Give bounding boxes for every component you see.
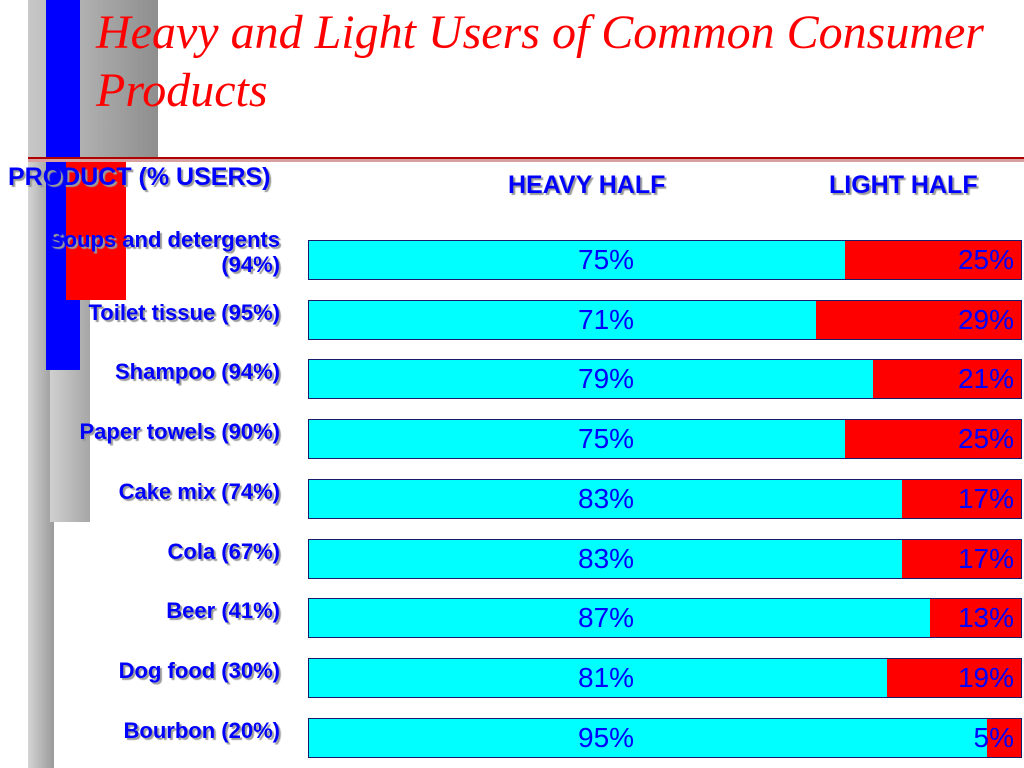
heavy-value-label: 95% (578, 722, 635, 753)
heavy-value-label: 81% (578, 662, 635, 693)
bar-row (308, 300, 1022, 340)
bar-row (308, 419, 1022, 459)
light-half-bar (873, 360, 1021, 398)
slide-title: Heavy and Light Users of Common Consumer… (96, 6, 984, 117)
bar-row (308, 539, 1022, 579)
heavy-half-bar (309, 480, 902, 518)
light-value-label: 17% (957, 543, 1014, 574)
light-value-label: 29% (957, 304, 1014, 335)
title-rule-shadow (28, 159, 1024, 162)
product-label: Cake mix (74%) (118, 478, 280, 504)
light-half-bar (844, 420, 1021, 458)
heavy-half-bar (309, 420, 845, 458)
light-value-label: 5% (973, 722, 1014, 753)
heavy-half-bar (309, 301, 816, 339)
light-half-bar (887, 659, 1021, 697)
light-value-label: 25% (957, 244, 1014, 275)
light-half-bar (901, 540, 1021, 578)
product-label: Cola (67%) (167, 538, 280, 564)
product-label: Shampoo (94%) (114, 358, 280, 384)
product-label: Soups and detergents (94%) (48, 227, 280, 277)
heavy-half-bar (309, 241, 845, 279)
bar-row (308, 658, 1022, 698)
heavy-value-label: 75% (578, 423, 635, 454)
decorative-red-block (66, 160, 126, 300)
light-value-label: 25% (957, 423, 1014, 454)
bar-row (308, 359, 1022, 399)
product-label: Paper towels (90%) (79, 418, 280, 444)
product-label: Bourbon (20%) (123, 717, 280, 743)
heavy-value-label: 71% (578, 304, 635, 335)
light-half-bar (930, 599, 1021, 637)
bar-row (308, 598, 1022, 638)
light-half-bar (901, 480, 1021, 518)
heavy-value-label: 75% (578, 244, 635, 275)
bar-row (308, 240, 1022, 280)
light-half-bar (987, 719, 1021, 757)
heavy-value-label: 79% (578, 363, 635, 394)
heavy-half-header: HEAVY HALF (508, 171, 666, 199)
product-label: Beer (41%) (166, 597, 280, 623)
light-half-header: LIGHT HALF (829, 171, 978, 199)
bar-row (308, 479, 1022, 519)
product-label: Toilet tissue (95%) (88, 299, 280, 325)
product-column-header: PRODUCT (% USERS) (8, 163, 271, 191)
bar-row (308, 718, 1022, 758)
heavy-half-bar (309, 719, 988, 757)
title-rule (28, 157, 1024, 159)
heavy-value-label: 83% (578, 483, 635, 514)
product-label: Dog food (30%) (118, 657, 280, 683)
light-value-label: 17% (957, 483, 1014, 514)
heavy-half-bar (309, 599, 931, 637)
light-value-label: 21% (957, 363, 1014, 394)
heavy-value-label: 87% (578, 602, 635, 633)
light-half-bar (815, 301, 1021, 339)
heavy-half-bar (309, 540, 902, 578)
heavy-half-bar (309, 659, 888, 697)
light-value-label: 13% (957, 602, 1014, 633)
heavy-half-bar (309, 360, 874, 398)
heavy-value-label: 83% (578, 543, 635, 574)
light-half-bar (844, 241, 1021, 279)
light-value-label: 19% (957, 662, 1014, 693)
